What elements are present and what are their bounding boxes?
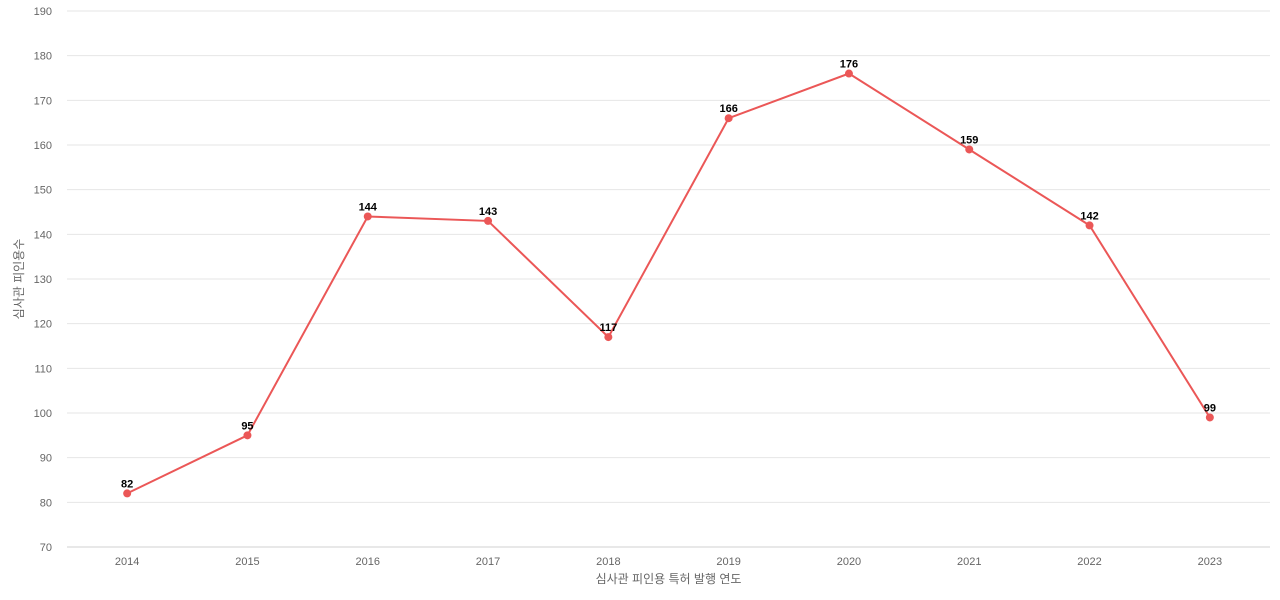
- x-tick-label: 2023: [1198, 556, 1222, 568]
- x-tick-label: 2015: [235, 556, 259, 568]
- data-point: [1205, 413, 1214, 422]
- data-labels: 82 95 144 143 117 166 176 159 142 99: [121, 59, 1216, 491]
- data-point: [1085, 221, 1094, 230]
- x-tick-label: 2016: [356, 556, 380, 568]
- x-tick-labels: 2014 2015 2016 2017 2018 2019 2020 2021 2022 2023: [115, 556, 1222, 568]
- data-point: [243, 431, 252, 440]
- data-label: 159: [960, 134, 978, 146]
- y-tick-label: 120: [34, 319, 52, 331]
- x-tick-label: 2014: [115, 556, 139, 568]
- y-tick-label: 140: [34, 229, 52, 241]
- y-tick-label: 90: [40, 453, 52, 465]
- data-label: 142: [1080, 210, 1098, 222]
- data-point: [844, 69, 853, 78]
- y-tick-label: 100: [34, 408, 52, 420]
- x-tick-label: 2017: [476, 556, 500, 568]
- y-tick-label: 170: [34, 95, 52, 107]
- data-label: 166: [719, 103, 737, 115]
- x-tick-label: 2019: [716, 556, 740, 568]
- data-points: [123, 69, 1214, 498]
- data-label: 143: [479, 206, 497, 218]
- y-tick-label: 190: [34, 6, 52, 18]
- data-label: 144: [359, 201, 378, 213]
- data-point: [484, 216, 493, 225]
- series-line: [126, 72, 1211, 495]
- y-tick-label: 110: [34, 363, 52, 375]
- x-tick-label: 2020: [837, 556, 861, 568]
- y-tick-label: 70: [40, 542, 52, 554]
- y-tick-labels: 70 80 90 100 110 120 130 140 150 160 170 180 190: [34, 6, 52, 554]
- data-label: 82: [121, 478, 133, 490]
- data-point: [363, 212, 372, 221]
- x-tick-label: 2021: [957, 556, 981, 568]
- y-tick-label: 150: [34, 185, 52, 197]
- data-point: [724, 114, 733, 123]
- data-label: 95: [241, 420, 253, 432]
- data-label: 117: [599, 322, 617, 334]
- y-gridlines: [67, 10, 1270, 503]
- x-axis-title: 심사관 피인용 특허 발행 연도: [596, 571, 742, 586]
- y-tick-label: 80: [40, 497, 52, 509]
- y-axis-title: 심사관 피인용수: [12, 239, 26, 320]
- y-tick-label: 180: [34, 51, 52, 63]
- x-tick-label: 2022: [1077, 556, 1101, 568]
- data-label: 176: [840, 59, 858, 71]
- x-tick-label: 2018: [596, 556, 620, 568]
- y-tick-label: 130: [34, 274, 52, 286]
- y-tick-label: 160: [34, 140, 52, 152]
- data-point: [604, 333, 613, 342]
- data-point: [965, 145, 974, 154]
- data-label: 99: [1204, 402, 1216, 414]
- data-point: [123, 489, 132, 498]
